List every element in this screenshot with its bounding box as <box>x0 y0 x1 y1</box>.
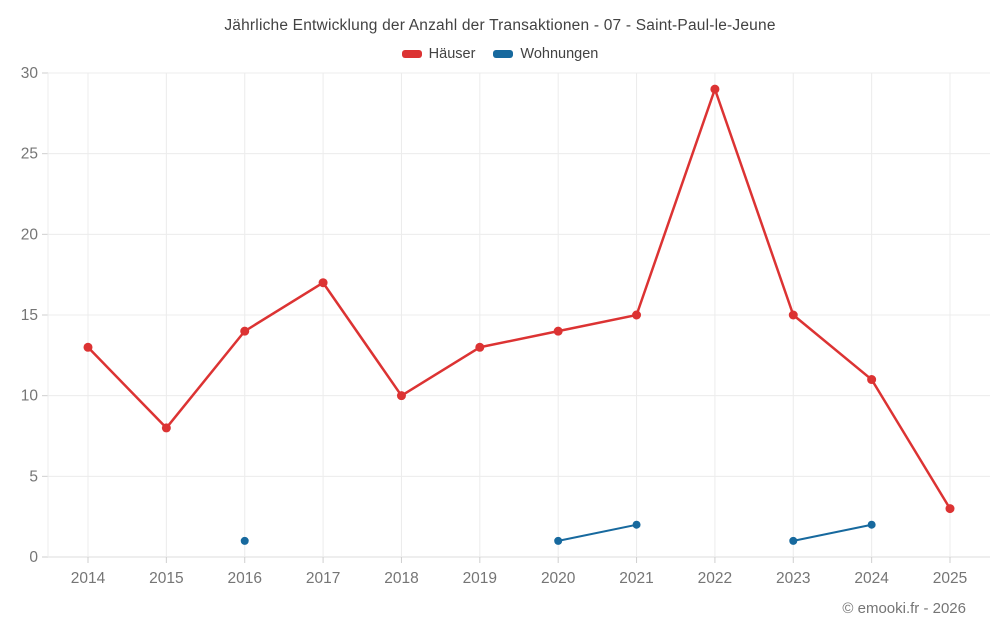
series-line-haeuser <box>86 87 952 510</box>
y-axis-label: 30 <box>21 65 39 82</box>
x-axis-label: 2025 <box>933 570 967 587</box>
data-point-haeuser <box>867 375 877 385</box>
y-axis-label: 20 <box>21 226 39 243</box>
x-axis-label: 2016 <box>227 570 261 587</box>
x-axis-label: 2018 <box>384 570 418 587</box>
data-point-haeuser <box>632 310 642 320</box>
data-point-haeuser <box>710 84 720 94</box>
legend-label-wohnungen: Wohnungen <box>520 46 599 62</box>
x-axis-label: 2017 <box>306 570 340 587</box>
legend-label-haeuser: Häuser <box>428 46 476 62</box>
legend-swatch-wohnungen-icon <box>493 50 514 58</box>
y-axis-label: 25 <box>21 146 38 163</box>
x-axis-label: 2023 <box>776 570 810 587</box>
x-axis-label: 2014 <box>71 570 106 587</box>
x-axis-label: 2019 <box>463 570 497 587</box>
data-point-wohnungen <box>867 520 876 529</box>
x-axis-label: 2020 <box>541 570 576 587</box>
legend-swatch-haeuser-icon <box>401 50 422 58</box>
data-point-haeuser <box>945 504 955 514</box>
x-axis-label: 2021 <box>619 570 653 587</box>
x-axis-label: 2015 <box>149 570 183 587</box>
data-point-wohnungen <box>554 536 563 545</box>
data-point-haeuser <box>475 342 485 352</box>
series-line-wohnungen <box>557 523 638 542</box>
series-line-wohnungen <box>792 523 873 542</box>
y-axis-label: 15 <box>21 307 38 324</box>
data-point-haeuser <box>240 326 250 336</box>
data-point-haeuser <box>83 342 93 352</box>
y-axis-label: 0 <box>29 549 38 566</box>
data-point-wohnungen <box>789 536 798 545</box>
chart-title: Jährliche Entwicklung der Anzahl der Tra… <box>224 17 776 34</box>
y-axis-label: 10 <box>21 388 39 405</box>
x-axis-label: 2024 <box>854 570 889 587</box>
data-point-haeuser <box>788 310 798 320</box>
data-point-wohnungen <box>240 536 249 545</box>
data-point-haeuser <box>161 423 171 433</box>
data-point-haeuser <box>396 391 406 401</box>
legend-item-wohnungen[interactable]: Wohnungen <box>493 46 598 62</box>
data-point-wohnungen <box>632 520 641 529</box>
data-point-haeuser <box>553 326 563 336</box>
copyright-text: © emooki.fr - 2026 <box>842 600 966 617</box>
legend-item-haeuser[interactable]: Häuser <box>401 46 476 62</box>
chart-legend: Häuser Wohnungen <box>0 46 1000 62</box>
y-axis-label: 5 <box>29 468 38 485</box>
data-point-haeuser <box>318 278 328 288</box>
x-axis-label: 2022 <box>698 570 732 587</box>
